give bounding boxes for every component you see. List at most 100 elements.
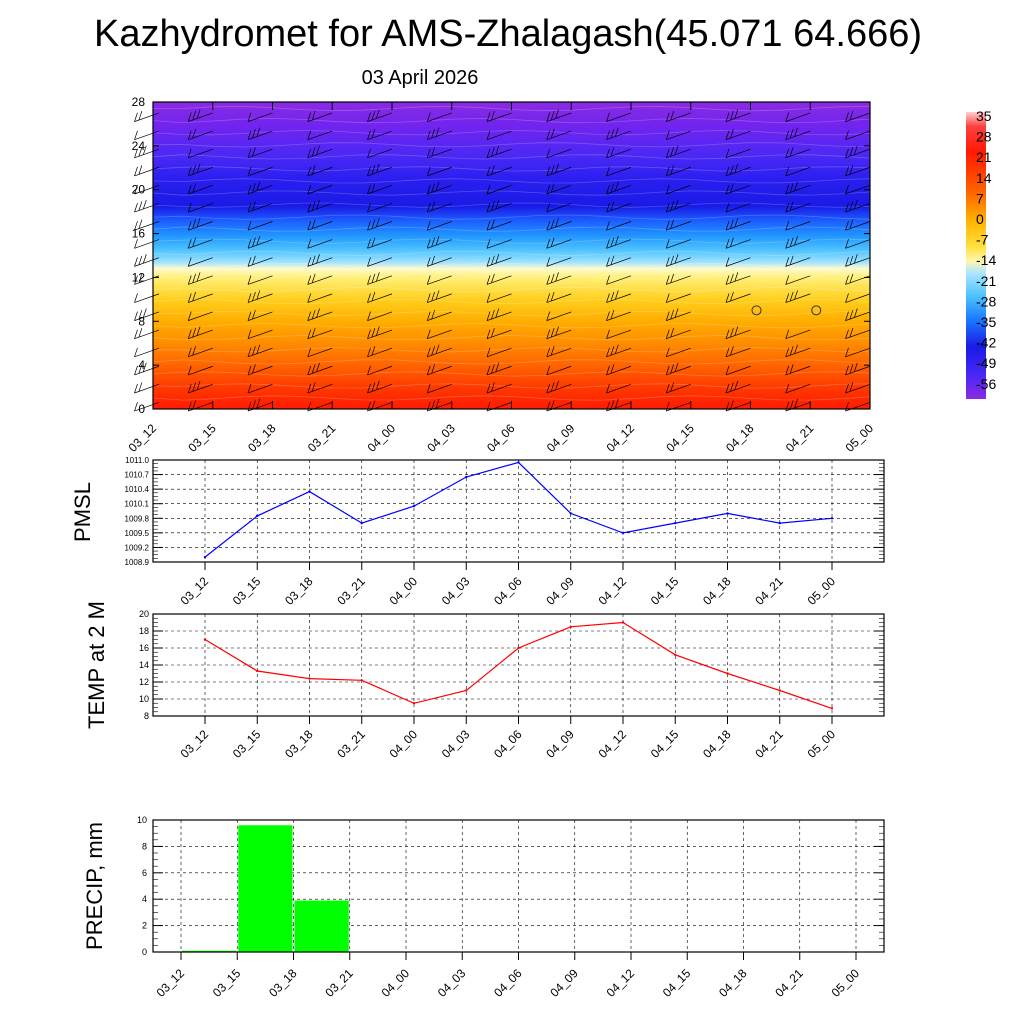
wind-barb: [134, 145, 160, 159]
wind-barb: [187, 202, 213, 213]
contour-line: [152, 154, 871, 160]
figure-title: Kazhydromet for AMS-Zhalagash(45.071 64.…: [94, 13, 922, 55]
wind-barb: [134, 362, 160, 376]
x-tick-label: 03_15: [210, 966, 244, 1000]
wind-barb: [785, 364, 811, 376]
contour-line: [152, 166, 871, 172]
wind-barb: [845, 254, 871, 267]
wind-barb: [134, 199, 160, 213]
wind-barb: [134, 293, 160, 303]
wind-barb: [606, 364, 632, 376]
y-tick-label: 1009.8: [125, 514, 150, 523]
wind-barb: [725, 291, 751, 303]
x-tick-label: 03_15: [185, 421, 219, 455]
pmsl-data-point: [308, 490, 311, 493]
contour-line: [152, 286, 871, 292]
colorbar-label: -28: [976, 293, 996, 309]
x-tick-label: 04_06: [491, 966, 525, 1000]
wind-barb: [785, 147, 811, 159]
wind-barb: [426, 147, 452, 159]
plot-frame: [152, 459, 885, 563]
wind-barb: [845, 293, 871, 303]
wind-barb: [247, 236, 273, 249]
figure-subtitle: 03 April 2026: [362, 67, 479, 89]
wind-barb: [134, 347, 160, 358]
x-tick-label: 04_18: [700, 574, 734, 608]
wind-barb: [725, 257, 751, 267]
precipitation-chart: 0 2 4 6 8 10 03_12 03_15 03_18 03_21 04_00 04_03 04_…: [82, 815, 885, 1000]
wind-barb: [606, 344, 632, 358]
x-tick-label: 04_06: [491, 574, 525, 608]
y-tick-label: 2: [142, 921, 147, 931]
contour-line: [152, 371, 871, 377]
colorbar-label: 21: [976, 149, 992, 165]
x-tick-label: 04_03: [424, 421, 458, 455]
wind-barb: [486, 273, 512, 285]
wind-barb: [247, 166, 273, 177]
temp-data-point: [778, 689, 781, 692]
colorbar-label: 14: [976, 170, 992, 186]
y-tick-label: 12: [132, 270, 146, 284]
wind-barb: [665, 199, 691, 213]
wind-barb: [845, 199, 871, 213]
y-tick-label: 18: [139, 626, 149, 636]
y-tick-label: 16: [132, 227, 146, 241]
wind-barb: [134, 254, 160, 267]
wind-barb: [187, 346, 213, 358]
wind-barb: [665, 184, 691, 195]
wind-barb: [606, 383, 632, 394]
wind-barb: [665, 130, 691, 141]
y-tick-label: 1010.4: [125, 485, 150, 494]
wind-barb: [187, 380, 213, 394]
x-tick-label: 03_18: [282, 727, 316, 761]
wind-barb: [426, 181, 452, 195]
wind-barb: [187, 237, 213, 249]
wind-barb: [486, 362, 512, 376]
pmsl-data-point: [830, 517, 834, 520]
wind-barb: [606, 329, 632, 340]
wind-barb: [546, 272, 572, 285]
wind-barb: [134, 184, 160, 195]
x-tick-label: 03_15: [230, 727, 264, 761]
wind-barb: [367, 217, 393, 231]
colorbar-label: -49: [976, 355, 996, 371]
y-tick-label: 4: [138, 358, 145, 372]
wind-barb: [785, 181, 811, 195]
x-tick-label: 04_06: [491, 727, 525, 761]
wind-barb: [665, 110, 691, 122]
wind-barb: [247, 383, 273, 394]
wind-barb: [367, 257, 393, 267]
wind-barb: [606, 112, 632, 122]
pmsl-axis-label: PMSL: [70, 482, 95, 542]
wind-barb: [307, 239, 333, 249]
wind-barb: [187, 326, 213, 340]
plot-frame: [152, 613, 885, 717]
temp-data-point: [726, 672, 729, 675]
wind-barb: [307, 199, 333, 213]
wind-barb: [725, 326, 751, 340]
wind-barb: [247, 344, 273, 358]
wind-barb: [785, 290, 811, 303]
wind-barb: [725, 217, 751, 231]
wind-barb: [785, 344, 811, 358]
wind-barb: [546, 237, 572, 249]
x-tick-label: 04_21: [772, 966, 806, 1000]
wind-barb: [546, 326, 572, 340]
x-tick-label: 04_00: [365, 421, 399, 455]
wind-barb: [187, 217, 213, 231]
wind-barb: [486, 165, 512, 177]
contour-line: [152, 190, 871, 196]
temp-data-point: [830, 707, 834, 710]
wind-barb: [187, 163, 213, 177]
wind-barb: [785, 255, 811, 267]
wind-barb: [367, 291, 393, 303]
wind-barb: [725, 109, 751, 122]
wind-barb: [187, 183, 213, 195]
x-tick-label: 04_15: [648, 574, 682, 608]
wind-barb: [247, 201, 273, 213]
colorbar-label: 7: [976, 190, 984, 206]
colorbar-label: -21: [976, 273, 996, 289]
contour-line: [152, 383, 871, 389]
temp-data-point: [412, 702, 416, 705]
heatmap-field: [153, 102, 870, 409]
